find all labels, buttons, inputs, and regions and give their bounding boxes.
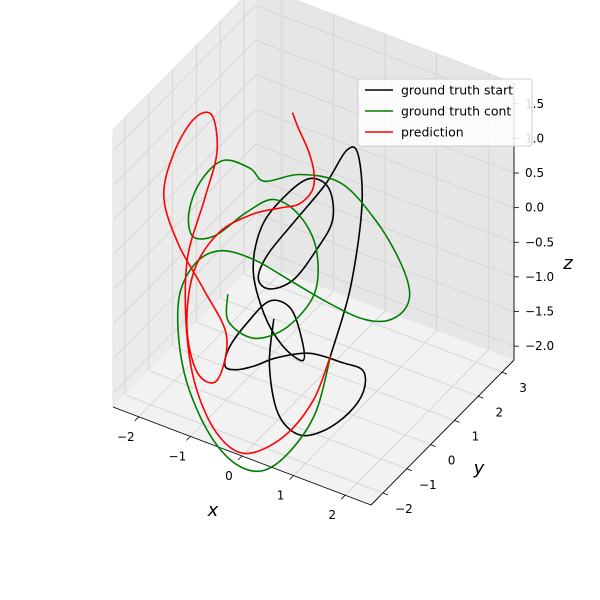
- x-tick-label: 0: [225, 469, 233, 483]
- x-tick-label: −2: [117, 430, 135, 444]
- y-tick: [406, 468, 412, 472]
- z-tick-label: 0.5: [525, 166, 544, 180]
- y-tick-label: 0: [448, 454, 456, 468]
- z-grid-line: [112, 247, 257, 394]
- series-line-ground-truth-cont: [176, 159, 411, 473]
- legend-frame: [357, 78, 533, 147]
- z-grid-line: [112, 143, 257, 290]
- x-tick-label: 1: [277, 489, 285, 503]
- series-line-ground-truth-start: [223, 146, 367, 437]
- z-grid-line: [255, 109, 515, 209]
- z-grid-line: [112, 109, 257, 255]
- z-tick-label: 0.0: [525, 201, 544, 215]
- z-grid-line: [255, 213, 515, 312]
- y-tick-label: −1: [419, 478, 437, 492]
- x-tick: [289, 475, 294, 480]
- x-grid-line: [293, 330, 437, 476]
- x-tick-label: 2: [328, 508, 336, 522]
- x-axis-label: x: [207, 500, 219, 521]
- y-tick-label: −2: [395, 502, 413, 516]
- y-tick: [478, 395, 484, 399]
- z-grid-line: [112, 74, 257, 221]
- z-grid-line: [112, 178, 257, 325]
- x-tick: [340, 494, 346, 500]
- z-tick-label: −0.5: [525, 235, 554, 249]
- legend-label-ground-truth-cont: ground truth cont: [401, 104, 511, 119]
- y-tick-label: 3: [519, 381, 527, 395]
- z-grid-line: [255, 178, 515, 278]
- series-layer: [162, 111, 411, 473]
- y-tick-label: 2: [495, 405, 503, 419]
- z-grid-line: [112, 5, 257, 152]
- y-grid-line: [148, 370, 407, 470]
- x-tick: [186, 436, 191, 441]
- z-grid-line: [255, 247, 515, 347]
- z-grid-line: [255, 143, 515, 243]
- y-tick-label: 1: [472, 429, 480, 443]
- x-tick-label: −1: [169, 449, 187, 463]
- y-grid-line: [243, 273, 503, 373]
- pane-edge: [112, 0, 242, 131]
- y-grid-line: [172, 346, 431, 445]
- z-tick-label: −1.0: [525, 270, 554, 284]
- x-grid-line: [241, 310, 386, 457]
- x-grid-line: [344, 349, 489, 496]
- z-grid-line: [112, 40, 257, 186]
- y-grid-line: [124, 394, 384, 494]
- z-grid-line: [112, 213, 257, 359]
- pane-edge: [294, 0, 515, 84]
- z-axis-label: z: [562, 253, 573, 274]
- legend-label-prediction: prediction: [401, 125, 464, 140]
- y-tick: [454, 420, 460, 423]
- z-tick-label: −2.0: [525, 339, 554, 353]
- legend-label-ground-truth-start: ground truth start: [401, 83, 513, 98]
- y-axis-label: y: [473, 458, 485, 479]
- y-tick: [501, 371, 508, 375]
- series-line-prediction: [162, 111, 332, 455]
- x-tick: [237, 455, 243, 461]
- y-axis-line: [370, 359, 515, 506]
- z-tick-label: −1.5: [525, 305, 554, 319]
- x-tick: [134, 416, 140, 422]
- y-tick: [382, 492, 389, 496]
- y-tick: [430, 444, 436, 447]
- legend: ground truth start ground truth cont pre…: [357, 78, 533, 147]
- y-grid-line: [220, 297, 479, 397]
